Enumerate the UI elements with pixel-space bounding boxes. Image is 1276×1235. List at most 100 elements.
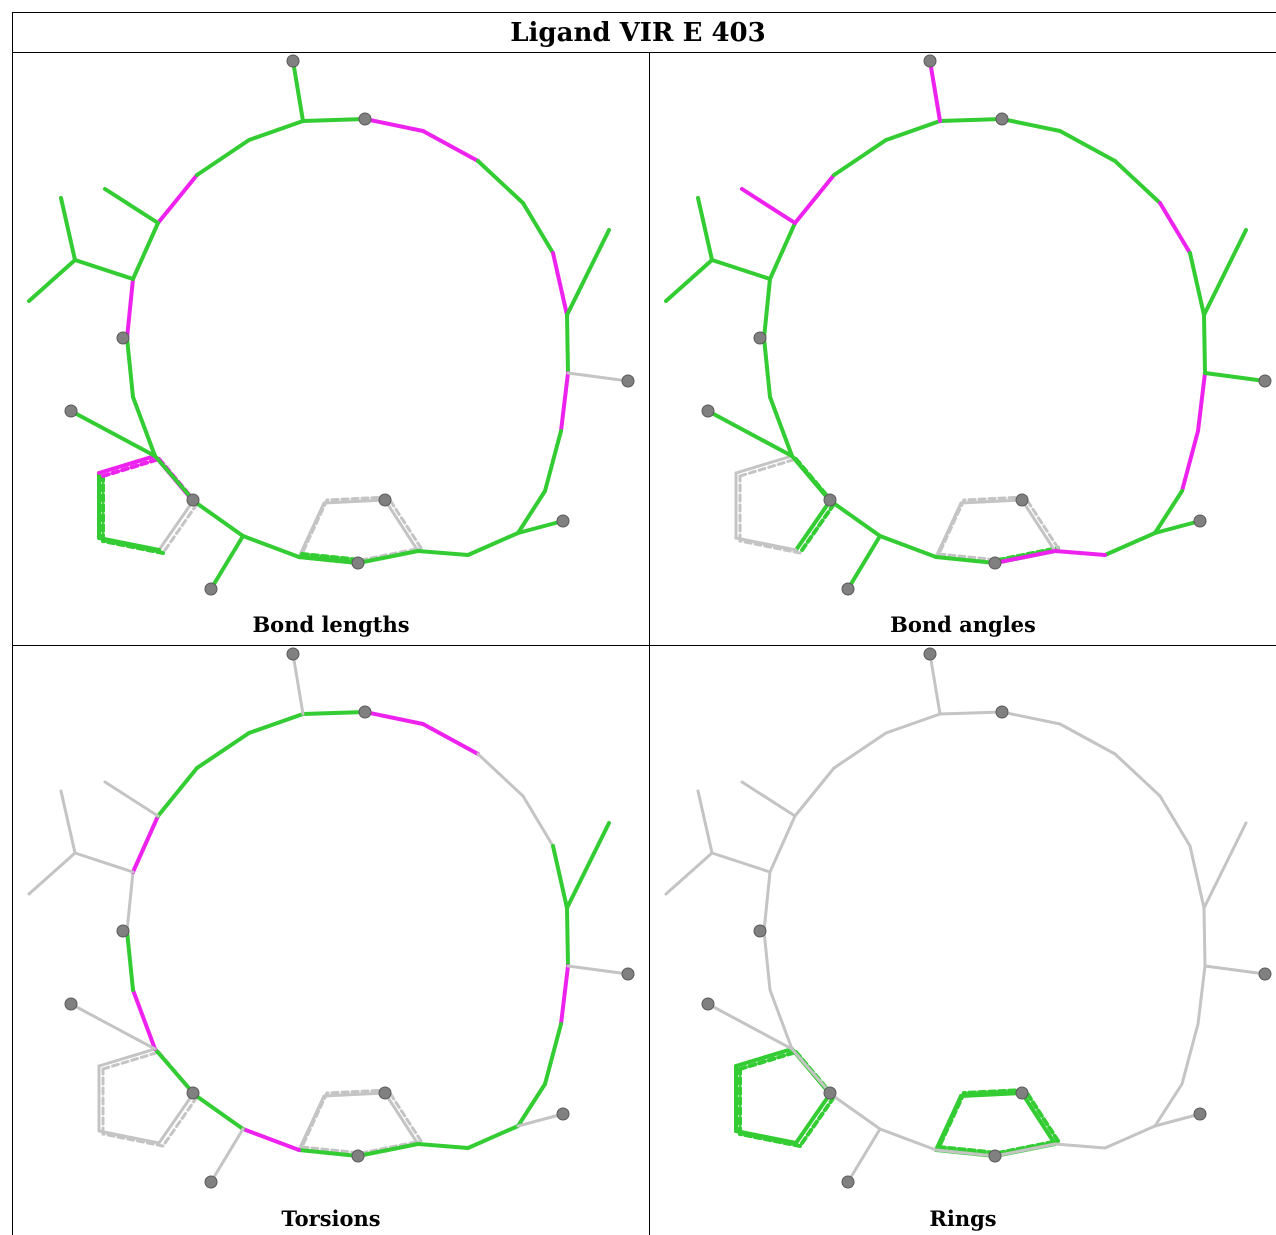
macrocycle-bond <box>416 1142 470 1150</box>
substituent-bond <box>73 851 135 874</box>
substituent-bond <box>566 964 630 976</box>
title-row-divider <box>12 52 1276 53</box>
macrocycle-bond <box>131 395 157 458</box>
macrocycle-bond <box>125 277 135 340</box>
molecule-diagram-bond-angles <box>664 54 1272 596</box>
atom-ball <box>753 924 767 938</box>
macrocycle-bond <box>1000 710 1062 726</box>
bottom-ring-bond <box>322 1091 387 1098</box>
macrocycle-bond <box>793 766 836 818</box>
macrocycle-bond <box>1113 159 1162 205</box>
left-ring-bond <box>97 536 161 552</box>
substituent-bond <box>1203 371 1267 383</box>
atom-ball <box>204 582 218 596</box>
macrocycle-bond <box>153 1047 197 1097</box>
atom-ball <box>378 493 392 507</box>
left-ring-inner-bond <box>798 1095 836 1148</box>
left-ring-inner-bond <box>101 1050 161 1071</box>
macrocycle-bond <box>938 710 1004 716</box>
left-ring-bond <box>794 1092 832 1145</box>
substituent-bond <box>710 258 772 281</box>
substituent-bond <box>209 534 245 591</box>
left-ring-inner-bond <box>738 1050 798 1071</box>
bottom-ring-inner-bond <box>359 546 423 562</box>
bottom-ring-inner-bond <box>300 498 329 556</box>
atom-ball <box>556 1107 570 1121</box>
macrocycle-bond <box>363 117 425 133</box>
molecule-diagram-torsions <box>27 647 635 1189</box>
macrocycle-bond <box>125 870 135 933</box>
bottom-ring-inner-bond <box>300 1145 363 1155</box>
macrocycle-bond <box>363 710 425 726</box>
atom-ball <box>286 54 300 68</box>
bottom-ring-bond <box>959 1091 1024 1098</box>
macrocycle-bond <box>884 119 942 142</box>
left-ring-bond <box>734 1129 798 1145</box>
bottom-ring-inner-bond <box>325 1088 390 1095</box>
substituent-bond <box>740 780 797 818</box>
panel-caption: Torsions <box>281 1206 381 1231</box>
bottom-ring-inner-bond <box>300 552 363 562</box>
left-ring-inner-bond <box>161 502 199 555</box>
panel-caption: Rings <box>929 1206 997 1231</box>
macrocycle-bond <box>1053 549 1107 557</box>
panel-bond-angles: Bond angles <box>650 53 1276 645</box>
bottom-ring-inner-bond <box>300 1091 329 1149</box>
table-top-border <box>12 12 1276 13</box>
left-ring-bond <box>734 454 794 475</box>
branch-bond <box>664 258 714 303</box>
atom-ball <box>701 997 715 1011</box>
macrocycle-bond <box>301 710 367 716</box>
macrocycle-bond <box>565 906 570 968</box>
substituent-bond <box>103 187 160 225</box>
macrocycle-bond <box>1058 722 1117 756</box>
macrocycle-bond <box>1153 489 1184 535</box>
left-ring-inner-bond <box>738 457 798 478</box>
left-ring-bond <box>157 499 195 552</box>
macrocycle-bond <box>1113 752 1162 798</box>
substituent-bond <box>846 1127 882 1184</box>
macrocycle-bond <box>993 1142 1057 1158</box>
left-ring-inner-bond <box>101 539 165 555</box>
atom-ball <box>351 556 365 570</box>
macrocycle-bond <box>195 138 251 177</box>
bottom-ring-inner-bond <box>1023 1088 1060 1143</box>
left-ring-bond <box>97 1047 157 1068</box>
bottom-ring-inner-bond <box>325 495 390 502</box>
left-ring-bond <box>157 1092 195 1145</box>
bottom-ring-bond <box>959 498 1024 505</box>
substituent-bond <box>1202 228 1248 317</box>
atom-ball <box>1258 967 1272 981</box>
macrocycle-bond <box>830 500 882 538</box>
macrocycle-bond <box>551 251 569 317</box>
macrocycle-bond <box>1058 129 1117 163</box>
macrocycle-bond <box>793 173 836 225</box>
macrocycle-bond <box>193 1093 245 1131</box>
macrocycle-bond <box>297 555 360 565</box>
macrocycle-bond <box>1158 794 1192 848</box>
atom-ball <box>1015 493 1029 507</box>
macrocycle-bond <box>1103 531 1157 557</box>
macrocycle-bond <box>1103 1124 1157 1150</box>
bottom-ring-inner-bond <box>962 1088 1027 1095</box>
macrocycle-bond <box>1180 429 1200 493</box>
macrocycle-bond <box>297 1148 360 1158</box>
macrocycle-bond <box>466 531 520 557</box>
branch-bond <box>696 789 714 855</box>
macrocycle-bond <box>476 752 525 798</box>
macrocycle-bond <box>421 722 480 756</box>
molecule-diagram-bond-lengths <box>27 54 635 596</box>
macrocycle-bond <box>1053 1142 1107 1150</box>
bottom-ring-inner-bond <box>996 546 1060 562</box>
macrocycle-bond <box>247 119 305 142</box>
atom-ball <box>1193 1107 1207 1121</box>
macrocycle-bond <box>356 549 420 565</box>
macrocycle-bond <box>938 117 1004 123</box>
substituent-bond <box>1203 964 1267 976</box>
macrocycle-bond <box>830 1093 882 1131</box>
substituent-bond <box>706 1002 794 1051</box>
macrocycle-bond <box>884 712 942 735</box>
macrocycle-bond <box>934 555 997 565</box>
atom-ball <box>378 1086 392 1100</box>
bottom-ring-inner-bond <box>962 495 1027 502</box>
